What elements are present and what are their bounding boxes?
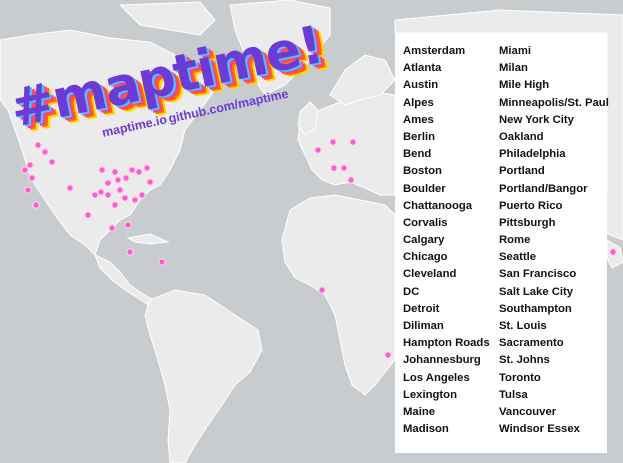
chapter-marker[interactable] bbox=[108, 224, 116, 232]
chapter-link[interactable]: New York City bbox=[499, 113, 574, 126]
chapter-link[interactable]: Corvalis bbox=[403, 216, 448, 229]
chapter-marker[interactable] bbox=[146, 178, 154, 186]
chapter-marker[interactable] bbox=[609, 248, 617, 256]
chapter-link[interactable]: St. Louis bbox=[499, 320, 547, 332]
chapter-link[interactable]: Pittsburgh bbox=[499, 216, 556, 229]
chapter-marker[interactable] bbox=[114, 176, 122, 184]
chapter-link[interactable]: San Francisco bbox=[499, 268, 577, 281]
land-africa bbox=[281, 194, 396, 396]
chapter-link[interactable]: Amsterdam bbox=[403, 45, 466, 57]
chapter-marker[interactable] bbox=[116, 186, 124, 194]
chapter-list-panel: Amsterdam Atlanta Austin Alpes Ames Berlin Ben… bbox=[395, 33, 609, 453]
chapter-marker[interactable] bbox=[41, 148, 49, 156]
chapter-list-left: Amsterdam Atlanta Austin Alpes Ames Berlin Ben… bbox=[403, 43, 499, 438]
chapter-marker[interactable] bbox=[158, 258, 166, 266]
chapter-link[interactable]: Los Angeles bbox=[403, 371, 470, 384]
chapter-marker[interactable] bbox=[347, 176, 355, 184]
chapter-link[interactable]: Salt Lake City bbox=[499, 285, 574, 298]
chapter-link[interactable]: Calgary bbox=[403, 234, 445, 247]
chapter-marker[interactable] bbox=[143, 164, 151, 172]
chapter-link[interactable]: Portland bbox=[499, 165, 545, 178]
chapter-link[interactable]: Hampton Roads bbox=[403, 337, 490, 350]
chapter-link[interactable]: Windsor Essex bbox=[499, 423, 580, 436]
land-cuba bbox=[126, 233, 170, 245]
chapter-link[interactable]: Oakland bbox=[499, 130, 544, 143]
land-south-america bbox=[144, 289, 263, 463]
chapter-marker[interactable] bbox=[26, 161, 34, 169]
land-arctic-islands bbox=[118, 1, 216, 36]
chapter-link[interactable]: Miami bbox=[499, 45, 532, 57]
chapter-marker[interactable] bbox=[111, 201, 119, 209]
chapter-link[interactable]: Ames bbox=[403, 113, 434, 126]
chapter-marker[interactable] bbox=[318, 286, 326, 294]
chapter-marker[interactable] bbox=[28, 174, 36, 182]
chapter-marker[interactable] bbox=[111, 168, 119, 176]
chapter-link[interactable]: Detroit bbox=[403, 302, 440, 315]
chapter-marker[interactable] bbox=[135, 168, 143, 176]
chapter-link[interactable]: Southampton bbox=[499, 302, 572, 315]
chapter-link[interactable]: Sacramento bbox=[499, 337, 564, 350]
chapter-marker[interactable] bbox=[91, 191, 99, 199]
chapter-marker[interactable] bbox=[384, 351, 392, 359]
chapter-link[interactable]: Atlanta bbox=[403, 62, 442, 75]
chapter-link[interactable]: Tulsa bbox=[499, 388, 528, 401]
chapter-link[interactable]: Mile High bbox=[499, 79, 550, 92]
chapter-link[interactable]: St. Johns bbox=[499, 354, 550, 367]
land-greenland bbox=[229, 0, 331, 96]
chapter-marker[interactable] bbox=[131, 196, 139, 204]
chapter-link[interactable]: Philadelphia bbox=[499, 148, 566, 161]
chapter-marker[interactable] bbox=[97, 188, 105, 196]
chapter-link[interactable]: Madison bbox=[403, 423, 449, 436]
chapter-marker[interactable] bbox=[122, 174, 130, 182]
chapter-link[interactable]: Seattle bbox=[499, 251, 537, 264]
chapter-link[interactable]: Cleveland bbox=[403, 268, 457, 281]
chapter-marker[interactable] bbox=[32, 201, 40, 209]
chapter-list-right: Miami Milan Mile High Minneapolis/St. Paul N… bbox=[499, 43, 609, 438]
chapter-link[interactable]: Milan bbox=[499, 62, 528, 75]
chapter-marker[interactable] bbox=[314, 146, 322, 154]
chapter-link[interactable]: Berlin bbox=[403, 130, 436, 143]
chapter-link[interactable]: DC bbox=[403, 285, 420, 298]
chapter-marker[interactable] bbox=[138, 191, 146, 199]
chapter-link[interactable]: Boulder bbox=[403, 182, 446, 195]
chapter-link[interactable]: Minneapolis/St. Paul bbox=[499, 96, 609, 109]
chapter-link[interactable]: Alpes bbox=[403, 96, 434, 109]
chapter-marker[interactable] bbox=[329, 138, 337, 146]
chapter-link[interactable]: Lexington bbox=[403, 388, 457, 401]
chapter-marker[interactable] bbox=[349, 138, 357, 146]
chapter-link[interactable]: Rome bbox=[499, 234, 531, 247]
chapter-marker[interactable] bbox=[24, 186, 32, 194]
chapter-link[interactable]: Chattanooga bbox=[403, 199, 473, 212]
chapter-link[interactable]: Chicago bbox=[403, 251, 448, 264]
chapter-marker[interactable] bbox=[21, 166, 29, 174]
chapter-link[interactable]: Maine bbox=[403, 405, 436, 418]
chapter-link[interactable]: Toronto bbox=[499, 371, 541, 384]
chapter-link[interactable]: Puerto Rico bbox=[499, 199, 563, 212]
chapter-link[interactable]: Diliman bbox=[403, 320, 444, 332]
chapter-marker[interactable] bbox=[128, 166, 136, 174]
chapter-link[interactable]: Portland/Bangor bbox=[499, 182, 588, 195]
chapter-marker[interactable] bbox=[34, 141, 42, 149]
chapter-marker[interactable] bbox=[340, 164, 348, 172]
chapter-marker[interactable] bbox=[104, 191, 112, 199]
chapter-link[interactable]: Austin bbox=[403, 79, 439, 92]
chapter-marker[interactable] bbox=[66, 184, 74, 192]
chapter-marker[interactable] bbox=[330, 164, 338, 172]
chapter-link[interactable]: Boston bbox=[403, 165, 442, 178]
chapter-link[interactable]: Bend bbox=[403, 148, 432, 161]
land-britain bbox=[297, 101, 319, 136]
chapter-marker[interactable] bbox=[84, 211, 92, 219]
chapter-marker[interactable] bbox=[121, 194, 129, 202]
chapter-marker[interactable] bbox=[124, 221, 132, 229]
chapter-marker[interactable] bbox=[104, 179, 112, 187]
chapter-link[interactable]: Vancouver bbox=[499, 405, 557, 418]
chapter-link[interactable]: Johannesburg bbox=[403, 354, 481, 367]
chapter-markers[interactable] bbox=[21, 138, 617, 359]
chapter-marker[interactable] bbox=[126, 248, 134, 256]
chapter-marker[interactable] bbox=[48, 158, 56, 166]
chapter-marker[interactable] bbox=[98, 166, 106, 174]
